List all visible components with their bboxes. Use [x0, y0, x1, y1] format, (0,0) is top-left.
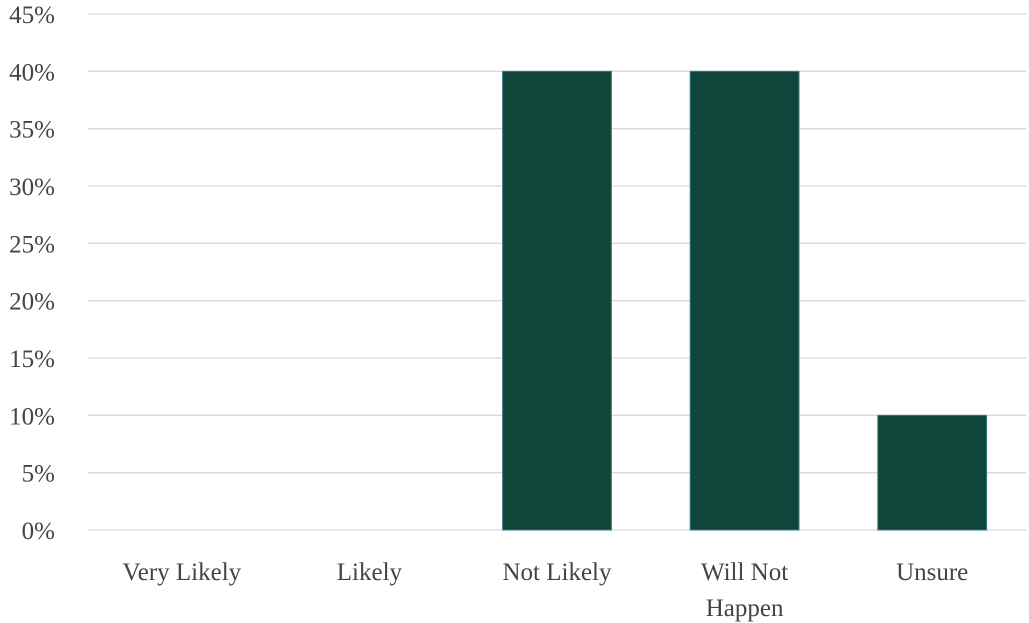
bars	[502, 70, 988, 531]
x-tick-label: Very Likely	[122, 559, 241, 586]
x-tick-label: Likely	[337, 559, 403, 586]
bar-unsure	[877, 414, 988, 531]
bar-not-likely	[502, 70, 612, 531]
y-tick-label: 15%	[9, 346, 55, 373]
y-tick-label: 0%	[22, 518, 55, 545]
y-tick-label: 20%	[9, 289, 55, 316]
y-tick-label: 40%	[9, 59, 55, 86]
y-tick-label: 30%	[9, 174, 55, 201]
y-tick-label: 10%	[9, 403, 55, 430]
y-tick-label: 45%	[9, 2, 55, 29]
x-tick-label: Not Likely	[502, 559, 612, 586]
x-tick-label: Unsure	[896, 559, 968, 586]
y-tick-label: 35%	[9, 117, 55, 144]
y-axis: 0% 5% 10% 15% 20% 25% 30% 35% 40% 45%	[9, 2, 55, 545]
y-tick-label: 5%	[22, 461, 55, 488]
x-tick-label: Will Not Happen	[701, 559, 788, 622]
y-tick-label: 25%	[9, 231, 55, 258]
bar-will-not-happen	[689, 70, 800, 531]
x-axis: Very Likely Likely Not Likely Will Not Happe…	[122, 559, 968, 622]
